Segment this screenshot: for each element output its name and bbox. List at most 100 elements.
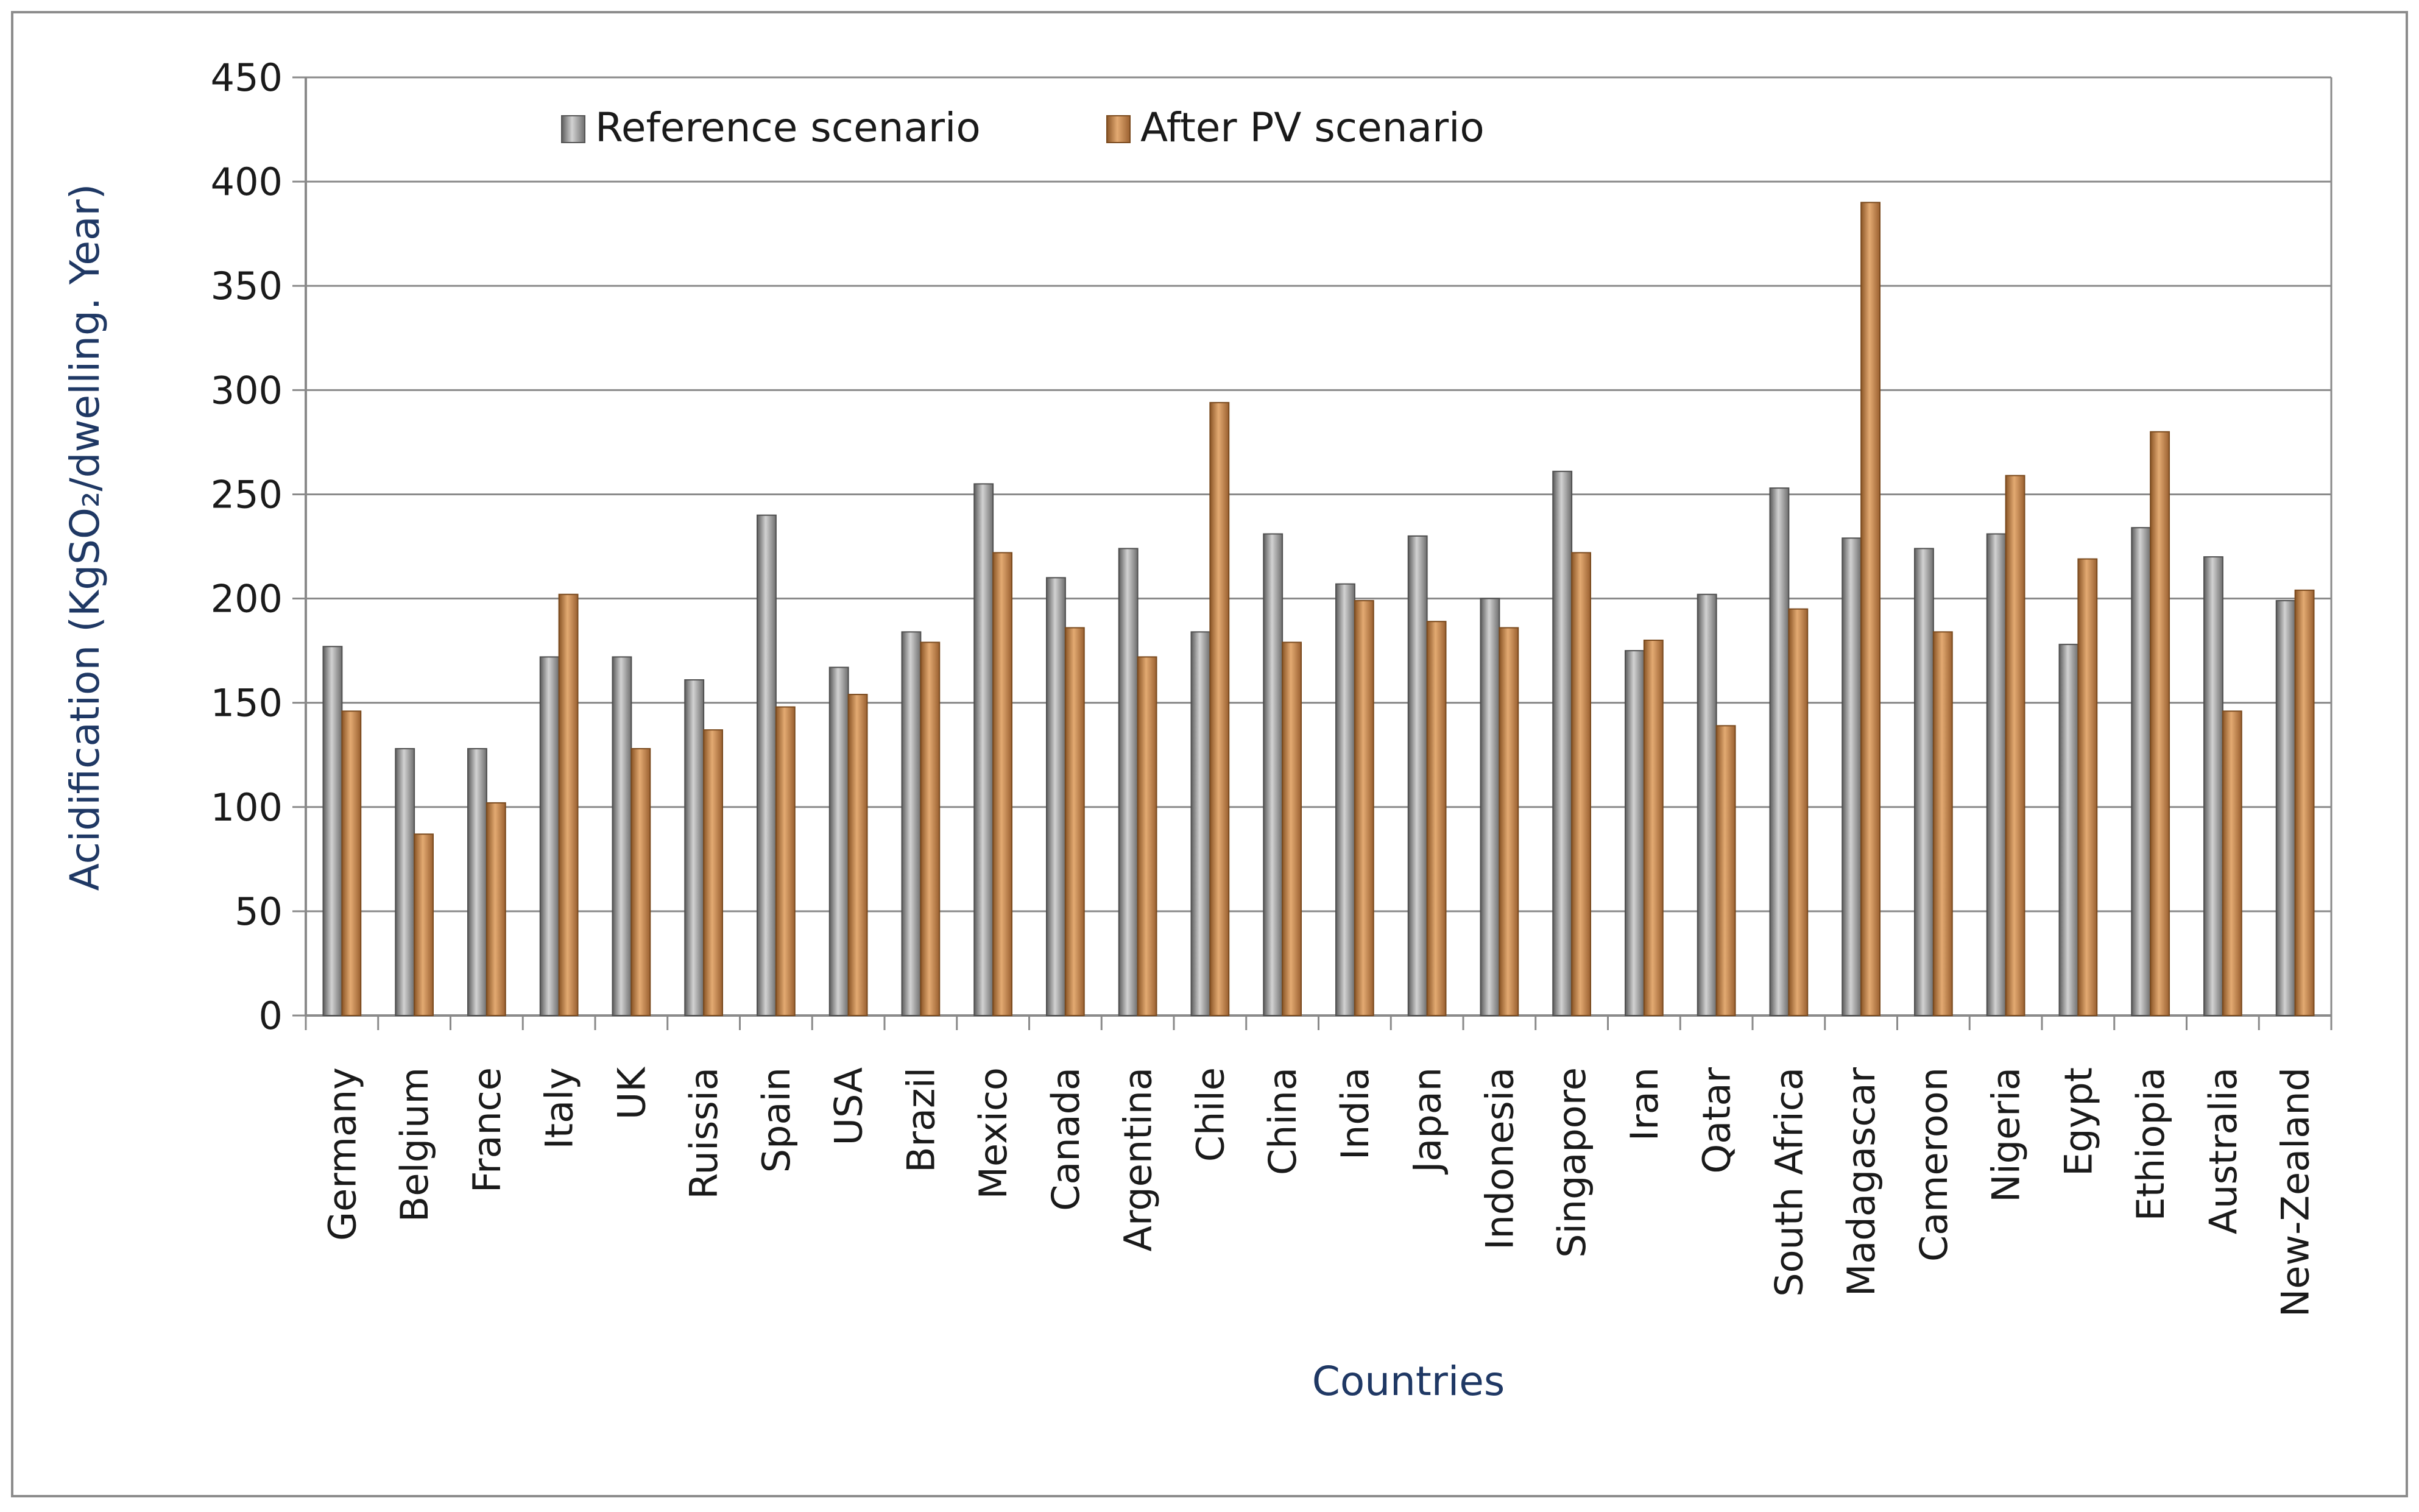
bar-reference bbox=[1190, 631, 1211, 1016]
x-category-label: France bbox=[465, 1067, 509, 1193]
x-category-label: Canada bbox=[1044, 1067, 1088, 1211]
x-category-label: Italy bbox=[537, 1067, 582, 1150]
y-tick-label: 150 bbox=[211, 681, 283, 726]
y-tick-label: 100 bbox=[211, 785, 283, 830]
x-category-label: Madagascar bbox=[1839, 1067, 1884, 1296]
bar-after-pv bbox=[558, 593, 579, 1016]
x-category-label: USA bbox=[827, 1067, 871, 1145]
bar-after-pv bbox=[2005, 475, 2025, 1016]
bar-after-pv bbox=[1499, 627, 1519, 1016]
bar-after-pv bbox=[1643, 640, 1664, 1016]
x-category-label: Cameroon bbox=[1912, 1067, 1956, 1262]
x-category-label: UK bbox=[609, 1067, 654, 1120]
bar-after-pv bbox=[414, 833, 434, 1017]
bar-after-pv bbox=[1932, 631, 1953, 1016]
axes bbox=[292, 76, 2332, 1030]
bar-after-pv bbox=[1715, 725, 1736, 1017]
y-tick-label: 350 bbox=[211, 264, 283, 308]
bar-reference bbox=[395, 747, 415, 1016]
bar-reference bbox=[467, 747, 487, 1016]
bar-after-pv bbox=[2222, 710, 2242, 1017]
legend-swatch-reference bbox=[561, 115, 585, 143]
bar-after-pv bbox=[1354, 599, 1374, 1016]
bar-after-pv bbox=[1571, 552, 1591, 1016]
x-category-label: Argentina bbox=[1116, 1067, 1160, 1251]
y-axis-title: Acidification (KgSO₂/dwelling. Year) bbox=[62, 184, 108, 891]
grid-lines bbox=[306, 76, 2331, 913]
bar-after-pv bbox=[775, 706, 796, 1016]
bars bbox=[322, 202, 2315, 1017]
bar-after-pv bbox=[2077, 558, 2098, 1016]
y-tick-label: 450 bbox=[211, 55, 283, 100]
bar-reference bbox=[2203, 556, 2223, 1016]
bar-after-pv bbox=[847, 693, 868, 1016]
x-category-label: Germany bbox=[320, 1067, 364, 1241]
bar-reference bbox=[1769, 487, 1790, 1016]
bar-reference bbox=[2058, 643, 2079, 1017]
bar-reference bbox=[1046, 577, 1066, 1016]
bar-reference bbox=[757, 514, 777, 1016]
bar-after-pv bbox=[1860, 202, 1880, 1016]
bar-reference bbox=[1625, 650, 1645, 1016]
bar-reference bbox=[1986, 533, 2007, 1016]
legend-swatch-after-pv bbox=[1106, 115, 1131, 143]
x-category-label: Chile bbox=[1188, 1067, 1232, 1162]
bar-reference bbox=[828, 666, 849, 1016]
bar-reference bbox=[612, 656, 632, 1016]
bar-reference bbox=[2275, 599, 2296, 1016]
bar-after-pv bbox=[920, 641, 941, 1016]
x-category-label: Spain bbox=[754, 1067, 799, 1173]
bar-reference bbox=[1480, 598, 1500, 1016]
bar-reference bbox=[901, 631, 922, 1016]
y-tick-label: 300 bbox=[211, 368, 283, 412]
y-tick-label: 200 bbox=[211, 577, 283, 621]
bar-reference bbox=[539, 656, 560, 1016]
bar-after-pv bbox=[341, 710, 362, 1017]
bar-after-pv bbox=[630, 747, 651, 1016]
x-category-label: New-Zealand bbox=[2273, 1067, 2318, 1317]
x-category-label: Indonesia bbox=[1477, 1067, 1522, 1250]
bar-reference bbox=[1842, 537, 1862, 1016]
x-axis-title: Countries bbox=[1312, 1358, 1505, 1405]
bar-reference bbox=[2131, 527, 2152, 1016]
x-category-label: Nigeria bbox=[1984, 1067, 2029, 1203]
x-category-label: Egypt bbox=[2056, 1067, 2100, 1176]
y-tick-label: 400 bbox=[211, 160, 283, 204]
chart-canvas: 0 50 100 150 200 250 300 350 400 450 Germany Belgiu… bbox=[62, 55, 2332, 1405]
bar-reference bbox=[322, 646, 343, 1017]
y-tick-label: 50 bbox=[235, 889, 283, 934]
bar-after-pv bbox=[1788, 608, 1809, 1016]
x-category-label: Japan bbox=[1405, 1067, 1450, 1175]
bar-reference bbox=[1552, 470, 1573, 1016]
x-category-label: Qatar bbox=[1695, 1067, 1739, 1173]
bar-reference bbox=[1335, 583, 1355, 1016]
bar-after-pv bbox=[1282, 641, 1302, 1016]
bar-reference bbox=[973, 483, 994, 1016]
bar-after-pv bbox=[2150, 431, 2170, 1016]
y-tick-label: 250 bbox=[211, 472, 283, 517]
bar-after-pv bbox=[2294, 589, 2315, 1016]
x-category-label: Singapore bbox=[1550, 1067, 1594, 1258]
bar-after-pv bbox=[486, 802, 506, 1017]
bar-after-pv bbox=[992, 552, 1012, 1016]
x-category-label: Brazil bbox=[899, 1067, 943, 1173]
legend-label-reference: Reference scenario bbox=[595, 104, 981, 151]
x-category-label: Ruissia bbox=[682, 1067, 726, 1199]
bar-reference bbox=[1263, 533, 1284, 1016]
x-category-label: Ethiopia bbox=[2128, 1067, 2173, 1221]
x-category-label: Belgium bbox=[392, 1067, 437, 1222]
bar-reference bbox=[1118, 548, 1139, 1016]
bar-reference bbox=[1914, 548, 1934, 1016]
x-category-label: Iran bbox=[1622, 1067, 1667, 1141]
bar-after-pv bbox=[1064, 627, 1085, 1016]
y-tick-label: 0 bbox=[259, 994, 283, 1038]
legend-label-after-pv: After PV scenario bbox=[1140, 104, 1485, 151]
bar-after-pv bbox=[1209, 401, 1230, 1016]
bar-after-pv bbox=[703, 729, 723, 1016]
x-category-label: Mexico bbox=[971, 1067, 1015, 1199]
bar-reference bbox=[1697, 593, 1717, 1016]
x-category-label: India bbox=[1333, 1067, 1377, 1160]
bar-after-pv bbox=[1426, 621, 1447, 1016]
bar-after-pv bbox=[1137, 656, 1157, 1016]
legend: Reference scenario After PV scenario bbox=[561, 104, 1485, 151]
